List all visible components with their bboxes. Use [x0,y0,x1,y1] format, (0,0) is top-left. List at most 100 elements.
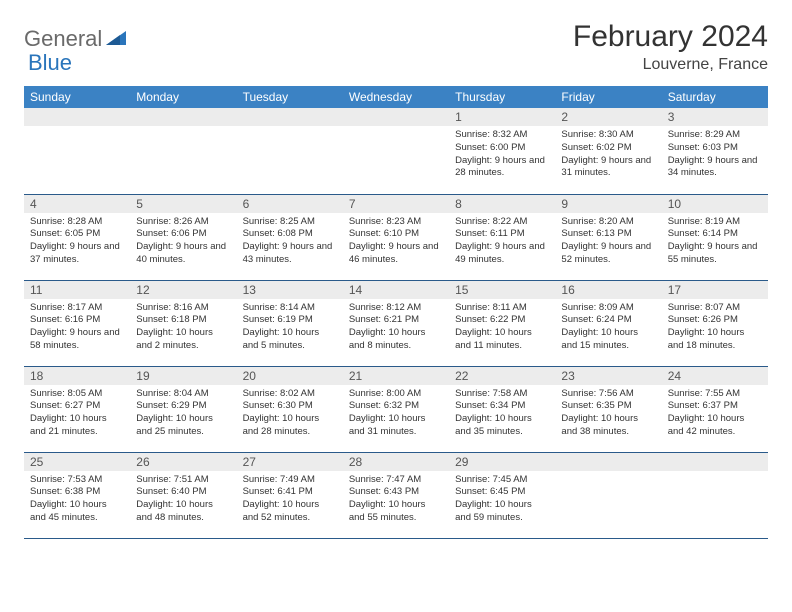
day-number: 25 [24,453,130,471]
day-number: 1 [449,108,555,126]
day-number: 12 [130,281,236,299]
day-number: 27 [237,453,343,471]
calendar-day-cell: 4Sunrise: 8:28 AMSunset: 6:05 PMDaylight… [24,194,130,280]
day-details: Sunrise: 8:22 AMSunset: 6:11 PMDaylight:… [449,213,555,271]
day-details: Sunrise: 7:51 AMSunset: 6:40 PMDaylight:… [130,471,236,529]
day-details: Sunrise: 8:11 AMSunset: 6:22 PMDaylight:… [449,299,555,357]
day-details: Sunrise: 8:07 AMSunset: 6:26 PMDaylight:… [662,299,768,357]
day-details: Sunrise: 8:12 AMSunset: 6:21 PMDaylight:… [343,299,449,357]
calendar-day-cell: 16Sunrise: 8:09 AMSunset: 6:24 PMDayligh… [555,280,661,366]
day-number: 24 [662,367,768,385]
calendar-day-cell: 17Sunrise: 8:07 AMSunset: 6:26 PMDayligh… [662,280,768,366]
day-number: 26 [130,453,236,471]
day-details: Sunrise: 8:17 AMSunset: 6:16 PMDaylight:… [24,299,130,357]
logo: General [24,26,128,52]
empty-day-header [24,108,130,126]
day-details: Sunrise: 8:26 AMSunset: 6:06 PMDaylight:… [130,213,236,271]
calendar-day-cell: 11Sunrise: 8:17 AMSunset: 6:16 PMDayligh… [24,280,130,366]
calendar-day-cell: 9Sunrise: 8:20 AMSunset: 6:13 PMDaylight… [555,194,661,280]
calendar-day-cell: 8Sunrise: 8:22 AMSunset: 6:11 PMDaylight… [449,194,555,280]
calendar-week-row: 11Sunrise: 8:17 AMSunset: 6:16 PMDayligh… [24,280,768,366]
calendar-week-row: 18Sunrise: 8:05 AMSunset: 6:27 PMDayligh… [24,366,768,452]
day-details: Sunrise: 7:55 AMSunset: 6:37 PMDaylight:… [662,385,768,443]
calendar-week-row: 1Sunrise: 8:32 AMSunset: 6:00 PMDaylight… [24,108,768,194]
day-details: Sunrise: 8:19 AMSunset: 6:14 PMDaylight:… [662,213,768,271]
day-number: 23 [555,367,661,385]
day-number: 22 [449,367,555,385]
calendar-day-cell: 19Sunrise: 8:04 AMSunset: 6:29 PMDayligh… [130,366,236,452]
day-details: Sunrise: 8:28 AMSunset: 6:05 PMDaylight:… [24,213,130,271]
day-details: Sunrise: 7:49 AMSunset: 6:41 PMDaylight:… [237,471,343,529]
empty-day-header [662,453,768,471]
calendar-day-cell: 1Sunrise: 8:32 AMSunset: 6:00 PMDaylight… [449,108,555,194]
day-number: 19 [130,367,236,385]
calendar-day-cell [662,452,768,538]
day-number: 13 [237,281,343,299]
calendar-day-cell: 12Sunrise: 8:16 AMSunset: 6:18 PMDayligh… [130,280,236,366]
calendar-day-cell: 15Sunrise: 8:11 AMSunset: 6:22 PMDayligh… [449,280,555,366]
calendar-week-row: 4Sunrise: 8:28 AMSunset: 6:05 PMDaylight… [24,194,768,280]
calendar-day-cell [237,108,343,194]
day-details: Sunrise: 8:25 AMSunset: 6:08 PMDaylight:… [237,213,343,271]
calendar-day-cell: 27Sunrise: 7:49 AMSunset: 6:41 PMDayligh… [237,452,343,538]
day-number: 7 [343,195,449,213]
day-number: 3 [662,108,768,126]
weekday-header: Wednesday [343,86,449,108]
empty-day-header [237,108,343,126]
calendar-day-cell: 20Sunrise: 8:02 AMSunset: 6:30 PMDayligh… [237,366,343,452]
day-details: Sunrise: 8:16 AMSunset: 6:18 PMDaylight:… [130,299,236,357]
empty-day-header [343,108,449,126]
weekday-header: Monday [130,86,236,108]
day-details: Sunrise: 7:45 AMSunset: 6:45 PMDaylight:… [449,471,555,529]
weekday-header: Tuesday [237,86,343,108]
weekday-header: Thursday [449,86,555,108]
day-details: Sunrise: 8:05 AMSunset: 6:27 PMDaylight:… [24,385,130,443]
calendar-day-cell [24,108,130,194]
calendar-week-row: 25Sunrise: 7:53 AMSunset: 6:38 PMDayligh… [24,452,768,538]
calendar-day-cell [555,452,661,538]
day-number: 2 [555,108,661,126]
day-number: 10 [662,195,768,213]
day-details: Sunrise: 7:58 AMSunset: 6:34 PMDaylight:… [449,385,555,443]
day-details: Sunrise: 8:20 AMSunset: 6:13 PMDaylight:… [555,213,661,271]
day-details: Sunrise: 7:56 AMSunset: 6:35 PMDaylight:… [555,385,661,443]
weekday-header: Sunday [24,86,130,108]
day-details: Sunrise: 8:14 AMSunset: 6:19 PMDaylight:… [237,299,343,357]
day-number: 21 [343,367,449,385]
calendar-day-cell: 23Sunrise: 7:56 AMSunset: 6:35 PMDayligh… [555,366,661,452]
day-number: 14 [343,281,449,299]
calendar-day-cell: 5Sunrise: 8:26 AMSunset: 6:06 PMDaylight… [130,194,236,280]
month-title: February 2024 [573,20,768,54]
calendar-day-cell: 10Sunrise: 8:19 AMSunset: 6:14 PMDayligh… [662,194,768,280]
calendar-day-cell: 25Sunrise: 7:53 AMSunset: 6:38 PMDayligh… [24,452,130,538]
day-details: Sunrise: 8:09 AMSunset: 6:24 PMDaylight:… [555,299,661,357]
day-details: Sunrise: 8:29 AMSunset: 6:03 PMDaylight:… [662,126,768,184]
title-block: February 2024 Louverne, France [573,20,768,74]
day-number: 15 [449,281,555,299]
day-number: 11 [24,281,130,299]
calendar-day-cell: 2Sunrise: 8:30 AMSunset: 6:02 PMDaylight… [555,108,661,194]
day-number: 20 [237,367,343,385]
day-details: Sunrise: 7:53 AMSunset: 6:38 PMDaylight:… [24,471,130,529]
weekday-header: Saturday [662,86,768,108]
day-number: 28 [343,453,449,471]
day-number: 16 [555,281,661,299]
location-text: Louverne, France [573,56,768,74]
calendar-day-cell: 22Sunrise: 7:58 AMSunset: 6:34 PMDayligh… [449,366,555,452]
calendar-day-cell [343,108,449,194]
day-details: Sunrise: 8:23 AMSunset: 6:10 PMDaylight:… [343,213,449,271]
calendar-day-cell: 28Sunrise: 7:47 AMSunset: 6:43 PMDayligh… [343,452,449,538]
calendar-day-cell: 21Sunrise: 8:00 AMSunset: 6:32 PMDayligh… [343,366,449,452]
calendar-day-cell: 13Sunrise: 8:14 AMSunset: 6:19 PMDayligh… [237,280,343,366]
day-number: 6 [237,195,343,213]
day-number: 17 [662,281,768,299]
logo-triangle-icon [106,29,126,50]
day-details: Sunrise: 8:04 AMSunset: 6:29 PMDaylight:… [130,385,236,443]
day-details: Sunrise: 8:32 AMSunset: 6:00 PMDaylight:… [449,126,555,184]
day-number: 29 [449,453,555,471]
empty-day-header [555,453,661,471]
calendar-day-cell: 6Sunrise: 8:25 AMSunset: 6:08 PMDaylight… [237,194,343,280]
calendar-day-cell: 7Sunrise: 8:23 AMSunset: 6:10 PMDaylight… [343,194,449,280]
day-details: Sunrise: 8:00 AMSunset: 6:32 PMDaylight:… [343,385,449,443]
logo-text-general: General [24,26,102,52]
